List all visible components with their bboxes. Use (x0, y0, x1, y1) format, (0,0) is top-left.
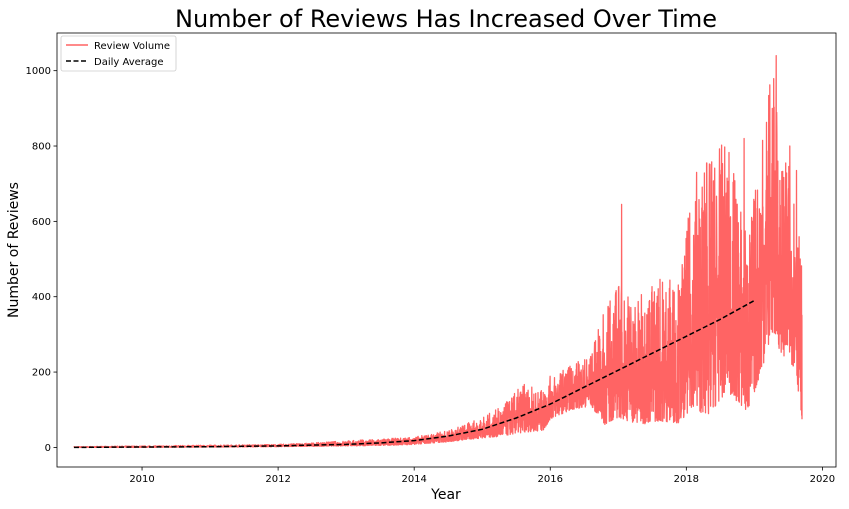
x-tick-label-2012: 2012 (265, 474, 290, 485)
plot-frame (56, 32, 837, 468)
legend-label-review-volume: Review Volume (94, 41, 170, 52)
y-tick-label-0: 0 (45, 443, 51, 454)
x-tick-label-2014: 2014 (401, 474, 426, 485)
series-line-review-volume (73, 54, 803, 449)
x-tick-label-2018: 2018 (674, 474, 699, 485)
y-axis-label: Number of Reviews (6, 182, 22, 318)
axis-ticks: 2010 2012 2014 2016 2018 2020 0 200 400 600 800 100… (26, 66, 836, 485)
legend-box (60, 35, 177, 72)
legend-label-daily-average: Daily Average (94, 57, 164, 68)
legend: Review Volume Daily Average (60, 35, 177, 72)
x-tick-label-2020: 2020 (810, 474, 835, 485)
plot-area (73, 54, 803, 449)
series-line-daily-average (73, 299, 755, 449)
y-tick-label-200: 200 (32, 368, 51, 379)
y-tick-label-800: 800 (32, 142, 51, 153)
y-tick-label-1000: 1000 (26, 66, 51, 77)
x-tick-label-2016: 2016 (538, 474, 563, 485)
x-tick-label-2010: 2010 (129, 474, 154, 485)
x-axis-label: Year (430, 487, 461, 503)
y-tick-label-400: 400 (32, 292, 51, 303)
chart-title: Number of Reviews Has Increased Over Tim… (175, 5, 717, 33)
y-tick-label-600: 600 (32, 217, 51, 228)
